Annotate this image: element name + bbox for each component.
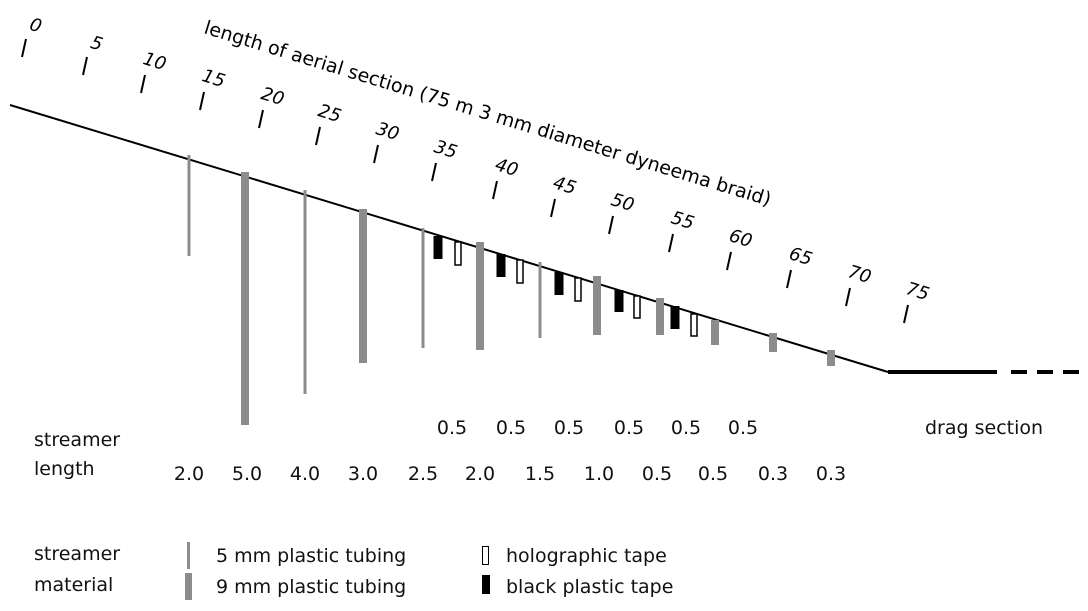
streamer-9mm-tubing: [593, 276, 601, 335]
tape-length-value: 0.5: [727, 417, 759, 439]
streamer-black-tape: [496, 254, 506, 277]
tubing-length-value: 2.0: [173, 463, 205, 485]
tubing-length-value: 2.5: [407, 463, 439, 485]
aerial-tick-label: 35: [432, 136, 460, 163]
tape-length-value: 0.5: [613, 417, 645, 439]
streamer-holographic-tape: [516, 259, 524, 284]
aerial-tick-label: 25: [316, 100, 344, 127]
tape-length-value: 0.5: [436, 417, 468, 439]
legend-item-black-tape: black plastic tape: [506, 576, 674, 598]
aerial-tick-label: 0: [27, 14, 44, 37]
tubing-length-value: 0.5: [697, 463, 729, 485]
aerial-tick-mark: [668, 233, 674, 253]
tubing-length-value: 5.0: [231, 463, 263, 485]
aerial-tick-mark: [315, 126, 321, 146]
aerial-tick-label: 50: [609, 189, 637, 216]
aerial-tick-label: 40: [493, 154, 521, 181]
tape-length-value: 0.5: [670, 417, 702, 439]
aerial-tick-mark: [903, 304, 909, 324]
tubing-length-value: 4.0: [289, 463, 321, 485]
legend-item-holographic-tape: holographic tape: [506, 545, 667, 567]
tubing-length-value: 3.0: [347, 463, 379, 485]
aerial-tick-label: 20: [259, 83, 287, 110]
streamer-9mm-tubing: [827, 350, 835, 366]
streamer-length-label-line1: streamer: [34, 429, 121, 451]
diagram-title: length of aerial section (75 m 3 mm diam…: [202, 17, 774, 211]
legend-item-5mm-tubing: 5 mm plastic tubing: [216, 545, 407, 567]
thin-gray-bar-icon: [187, 542, 190, 569]
aerial-tick-mark: [258, 109, 264, 129]
tubing-length-value: 0.3: [815, 463, 847, 485]
aerial-tick-mark: [492, 180, 498, 200]
aerial-tick-label: 75: [904, 278, 932, 305]
streamer-black-tape: [554, 272, 564, 295]
streamer-length-label-line2: length: [34, 458, 95, 480]
streamer-holographic-tape: [690, 313, 698, 337]
aerial-tick-mark: [786, 269, 792, 289]
aerial-tick-mark: [21, 38, 27, 58]
tubing-length-value: 2.0: [464, 463, 496, 485]
streamer-holographic-tape: [454, 241, 462, 266]
streamer-9mm-tubing: [359, 209, 367, 363]
aerial-tick-mark: [845, 287, 851, 307]
black-rect-icon: [482, 575, 490, 594]
streamer-black-tape: [614, 290, 624, 312]
streamer-black-tape: [433, 236, 443, 259]
aerial-tick-mark: [726, 251, 732, 271]
streamer-9mm-tubing: [476, 242, 484, 350]
aerial-tick-mark: [140, 74, 146, 94]
legend-title-line2: material: [34, 574, 114, 596]
streamers: [187, 155, 835, 425]
tick-marks: [21, 38, 909, 324]
thick-gray-bar-icon: [185, 573, 192, 600]
aerial-tick-mark: [199, 91, 205, 111]
drag-section-label: drag section: [925, 417, 1044, 439]
tubing-length-value: 1.5: [524, 463, 556, 485]
streamer-9mm-tubing: [711, 320, 719, 345]
streamer-black-tape: [670, 306, 680, 329]
aerial-tick-label: 15: [200, 65, 228, 92]
aerial-tick-label: 55: [669, 207, 697, 234]
legend-title-line1: streamer: [34, 543, 121, 565]
aerial-tick-label: 5: [88, 32, 105, 55]
hollow-rect-icon: [482, 546, 489, 565]
tape-length-value: 0.5: [553, 417, 585, 439]
tubing-length-value: 0.3: [757, 463, 789, 485]
aerial-tick-label: 45: [551, 172, 579, 199]
aerial-tick-label: 60: [727, 225, 755, 252]
tubing-length-value: 1.0: [583, 463, 615, 485]
streamer-5mm-tubing: [538, 262, 542, 338]
streamer-9mm-tubing: [241, 172, 249, 425]
aerial-tick-label: 10: [141, 48, 169, 75]
streamer-5mm-tubing: [187, 155, 191, 256]
aerial-tick-label: 65: [787, 243, 815, 270]
aerial-tick-mark: [82, 56, 88, 76]
tubing-length-value: 0.5: [641, 463, 673, 485]
aerial-tick-mark: [373, 144, 379, 164]
legend-item-9mm-tubing: 9 mm plastic tubing: [216, 576, 407, 598]
aerial-tick-mark: [550, 198, 556, 218]
aerial-tick-label: 30: [374, 118, 402, 145]
tick-labels: 0 5 10 15 20 25 30 35 40 45 50 55 60 65 70 75: [27, 14, 932, 305]
tape-length-value: 0.5: [495, 417, 527, 439]
streamer-holographic-tape: [574, 277, 582, 302]
streamer-9mm-tubing: [769, 333, 777, 352]
streamer-5mm-tubing: [421, 228, 425, 348]
aerial-line: [9, 104, 889, 373]
aerial-tick-label: 70: [846, 261, 874, 288]
aerial-tick-mark: [608, 215, 614, 235]
streamer-9mm-tubing: [656, 298, 664, 335]
streamer-holographic-tape: [633, 295, 641, 319]
aerial-tick-mark: [431, 162, 437, 182]
streamer-5mm-tubing: [303, 190, 307, 394]
